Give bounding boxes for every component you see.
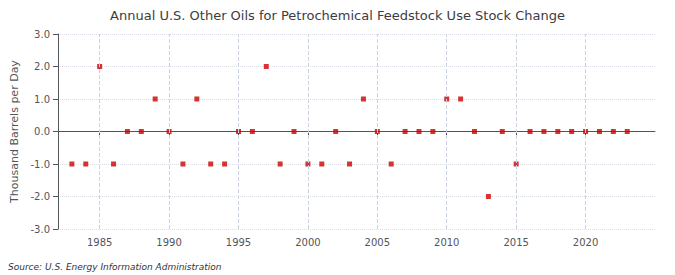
svg-text:Source: U.S. Energy Informatio: Source: U.S. Energy Information Administ… [8,262,222,272]
svg-text:2015: 2015 [503,237,528,248]
svg-text:-1.0: -1.0 [30,159,50,170]
svg-text:2010: 2010 [434,237,459,248]
svg-text:1990: 1990 [156,237,181,248]
svg-text:2020: 2020 [573,237,598,248]
svg-text:Thousand Barrels per Day: Thousand Barrels per Day [8,60,21,204]
svg-text:2.0: 2.0 [34,61,50,72]
svg-text:1.0: 1.0 [34,94,50,105]
svg-text:1985: 1985 [87,237,112,248]
svg-text:-3.0: -3.0 [30,224,50,235]
svg-text:2005: 2005 [365,237,390,248]
svg-text:3.0: 3.0 [34,29,50,40]
svg-text:-2.0: -2.0 [30,191,50,202]
svg-text:1995: 1995 [226,237,251,248]
svg-text:2000: 2000 [295,237,320,248]
svg-text:Annual U.S. Other Oils for Pet: Annual U.S. Other Oils for Petrochemical… [110,8,565,23]
svg-text:0.0: 0.0 [34,126,50,137]
